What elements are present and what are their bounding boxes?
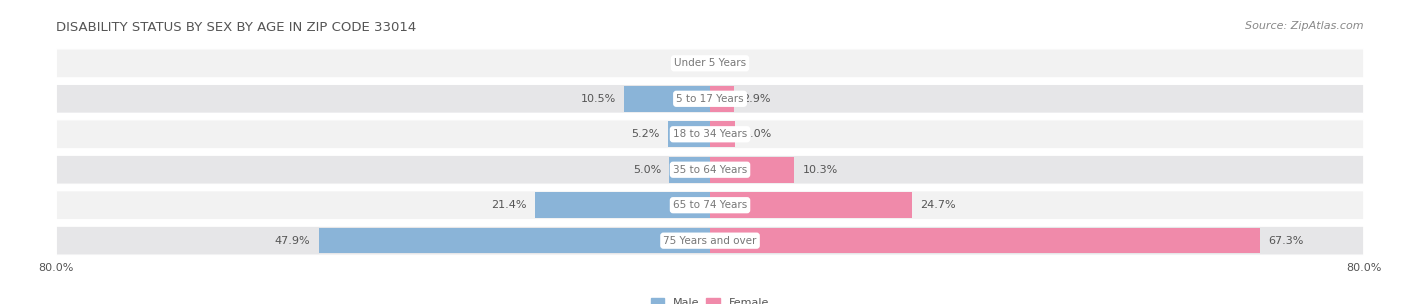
Bar (624, 86, 710, 112)
Text: 10.3%: 10.3% (803, 165, 838, 175)
FancyBboxPatch shape (56, 84, 1364, 113)
FancyBboxPatch shape (56, 155, 1364, 184)
FancyBboxPatch shape (56, 120, 1364, 149)
FancyBboxPatch shape (56, 191, 1364, 220)
Text: 0.0%: 0.0% (714, 58, 742, 68)
Text: 47.9%: 47.9% (274, 236, 311, 246)
Text: 2.9%: 2.9% (742, 94, 770, 104)
Bar (710, 157, 794, 182)
Text: 5.0%: 5.0% (633, 165, 661, 175)
Bar (669, 157, 710, 182)
Bar (668, 122, 710, 147)
Text: 3.0%: 3.0% (742, 129, 770, 139)
Text: 0.0%: 0.0% (678, 58, 706, 68)
Text: Under 5 Years: Under 5 Years (673, 58, 747, 68)
Text: 5.2%: 5.2% (631, 129, 659, 139)
Text: 35 to 64 Years: 35 to 64 Years (673, 165, 747, 175)
FancyBboxPatch shape (56, 49, 1364, 78)
Text: 24.7%: 24.7% (920, 200, 956, 210)
Text: 21.4%: 21.4% (492, 200, 527, 210)
Text: Source: ZipAtlas.com: Source: ZipAtlas.com (1246, 21, 1364, 31)
Bar (710, 228, 1260, 254)
Bar (536, 192, 710, 218)
Text: 18 to 34 Years: 18 to 34 Years (673, 129, 747, 139)
Text: 10.5%: 10.5% (581, 94, 616, 104)
Text: 67.3%: 67.3% (1268, 236, 1303, 246)
Bar (710, 122, 734, 147)
Bar (319, 228, 710, 254)
Text: 75 Years and over: 75 Years and over (664, 236, 756, 246)
Bar (710, 86, 734, 112)
FancyBboxPatch shape (56, 226, 1364, 255)
Text: 65 to 74 Years: 65 to 74 Years (673, 200, 747, 210)
Legend: Male, Female: Male, Female (647, 293, 773, 304)
Text: DISABILITY STATUS BY SEX BY AGE IN ZIP CODE 33014: DISABILITY STATUS BY SEX BY AGE IN ZIP C… (56, 21, 416, 34)
Text: 5 to 17 Years: 5 to 17 Years (676, 94, 744, 104)
Bar (710, 192, 912, 218)
